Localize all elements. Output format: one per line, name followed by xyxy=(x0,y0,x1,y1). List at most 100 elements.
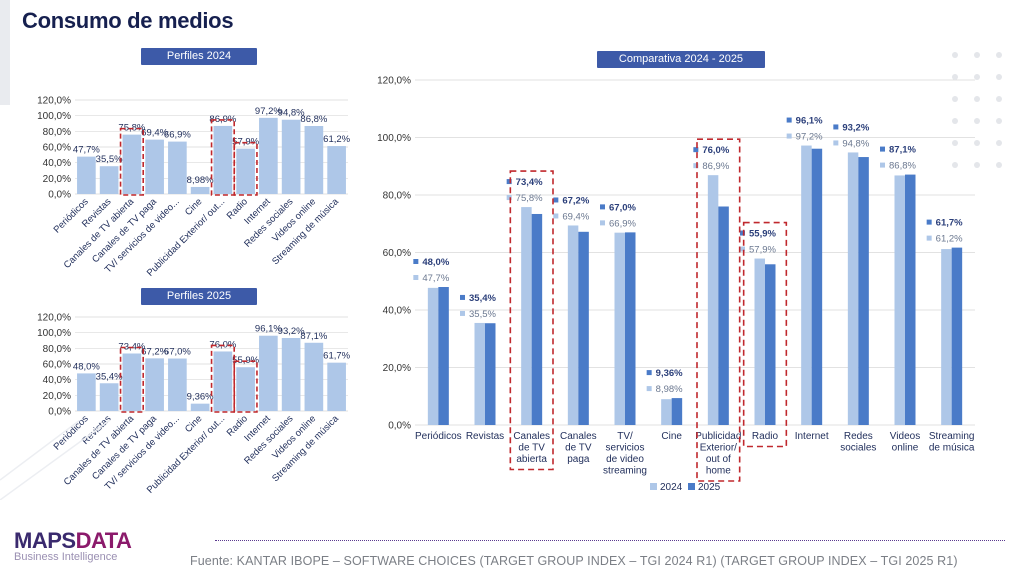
highlight-box xyxy=(696,138,741,482)
bar-2025 xyxy=(531,213,543,425)
y-tick-label: 100,0% xyxy=(37,111,71,122)
data-label-2024: 61,2% xyxy=(936,234,963,245)
mapsdata-logo: MAPSDATA Business Intelligence xyxy=(14,528,132,563)
y-tick-label: 20,0% xyxy=(43,391,71,402)
y-tick-label: 40,0% xyxy=(43,158,71,169)
x-tick-label: paga xyxy=(567,454,590,465)
bar xyxy=(122,134,142,194)
y-tick-label: 60,0% xyxy=(43,143,71,154)
x-tick-label: online xyxy=(892,443,919,454)
label-marker-2024 xyxy=(553,213,559,219)
x-tick-label: Periódicos xyxy=(415,431,462,442)
label-marker-2024 xyxy=(926,235,932,241)
label-marker-2024 xyxy=(600,220,605,226)
bar xyxy=(190,403,210,411)
bar xyxy=(327,146,346,194)
bar xyxy=(190,186,210,194)
logo-text-a: MAPS xyxy=(14,528,76,553)
x-tick-label: sociales xyxy=(840,443,876,454)
data-label-2024: 66,9% xyxy=(609,218,636,229)
decorative-dot xyxy=(974,162,980,168)
decorative-lines xyxy=(0,420,111,500)
data-label-2025: 93,2% xyxy=(842,122,869,133)
data-label: 87,1% xyxy=(300,331,327,342)
bar-2024 xyxy=(614,232,625,425)
decorative-dot xyxy=(952,140,958,146)
decorative-dot xyxy=(996,96,1002,102)
bar-2024 xyxy=(474,322,485,425)
decorative-dot xyxy=(996,162,1002,168)
x-tick-label: Revistas xyxy=(466,431,504,442)
data-label-2024: 35,5% xyxy=(469,309,496,320)
x-tick-label: Canales xyxy=(560,431,597,442)
label-marker-2024 xyxy=(786,133,792,139)
y-tick-label: 80,0% xyxy=(43,127,71,138)
x-tick-label: de música xyxy=(929,443,975,454)
decorative-dot xyxy=(996,118,1002,124)
x-tick-label: Publicidad xyxy=(695,431,741,442)
decorative-dot xyxy=(952,96,958,102)
legend-swatch-2024 xyxy=(650,483,657,490)
chart-comparativa: 0,0% 20,0% 40,0% 60,0% 80,0% 100,0% 120,0% 48,0… xyxy=(377,76,975,493)
label-marker-2024 xyxy=(693,163,699,169)
data-label: 66,9% xyxy=(164,130,191,141)
data-label-2024: 8,98% xyxy=(656,384,683,395)
x-tick-label: servicios xyxy=(606,443,645,454)
bar-2025 xyxy=(905,174,916,425)
bar-2025 xyxy=(765,264,776,425)
data-label: 86,8% xyxy=(300,114,327,125)
y-tick-label: 100,0% xyxy=(37,328,71,339)
data-label: 8,98% xyxy=(187,175,214,186)
y-tick-label: 80,0% xyxy=(43,344,71,355)
chart1-title: Perfiles 2024 xyxy=(141,48,257,65)
data-label: 97,2% xyxy=(255,106,282,117)
label-marker-2025 xyxy=(506,179,512,185)
data-label: 9,36% xyxy=(187,392,214,403)
y-tick-label: 20,0% xyxy=(383,363,411,374)
y-tick-label: 120,0% xyxy=(377,76,411,87)
data-label-2024: 69,4% xyxy=(562,211,589,222)
label-marker-2025 xyxy=(880,146,885,152)
chart3-title: Comparativa 2024 - 2025 xyxy=(597,51,765,68)
bar-2025 xyxy=(811,148,823,425)
x-tick-label: de video xyxy=(606,454,644,465)
y-tick-label: 120,0% xyxy=(37,313,71,324)
label-marker-2024 xyxy=(880,162,885,168)
x-tick-label: Videos xyxy=(890,431,920,442)
bar xyxy=(259,335,278,411)
label-marker-2025 xyxy=(786,117,792,123)
data-label: 67,2% xyxy=(141,346,168,357)
bar xyxy=(304,342,324,411)
highlight-box xyxy=(119,127,145,196)
data-label-2025: 67,0% xyxy=(609,202,636,213)
label-marker-2024 xyxy=(740,246,745,252)
label-marker-2024 xyxy=(833,140,839,146)
y-tick-label: 80,0% xyxy=(383,191,411,202)
bar-2025 xyxy=(578,231,589,425)
bar xyxy=(99,383,119,411)
bar-2024 xyxy=(941,249,952,425)
y-tick-label: 40,0% xyxy=(383,306,411,317)
x-tick-label: streaming xyxy=(603,466,647,477)
x-tick-label: Streaming xyxy=(929,431,975,442)
bar xyxy=(213,351,233,411)
decorative-dot xyxy=(952,52,958,58)
highlight-box xyxy=(119,346,145,413)
x-tick-label: Internet xyxy=(795,431,829,442)
data-label: 69,4% xyxy=(141,128,168,139)
decorative-dot xyxy=(952,118,958,124)
chart2-title: Perfiles 2025 xyxy=(141,288,257,305)
data-label-2024: 94,8% xyxy=(842,138,869,149)
bar xyxy=(259,117,278,194)
bar-2024 xyxy=(894,175,905,425)
label-marker-2025 xyxy=(926,219,932,225)
logo-text-b: DATA xyxy=(75,528,132,553)
bar xyxy=(122,353,142,411)
data-label-2025: 48,0% xyxy=(422,257,449,268)
label-marker-2025 xyxy=(833,124,839,130)
bar xyxy=(77,156,96,194)
x-tick-label: abierta xyxy=(516,454,547,465)
data-label-2025: 35,4% xyxy=(469,293,496,304)
bar-2024 xyxy=(801,145,812,426)
bar-2025 xyxy=(671,398,683,425)
